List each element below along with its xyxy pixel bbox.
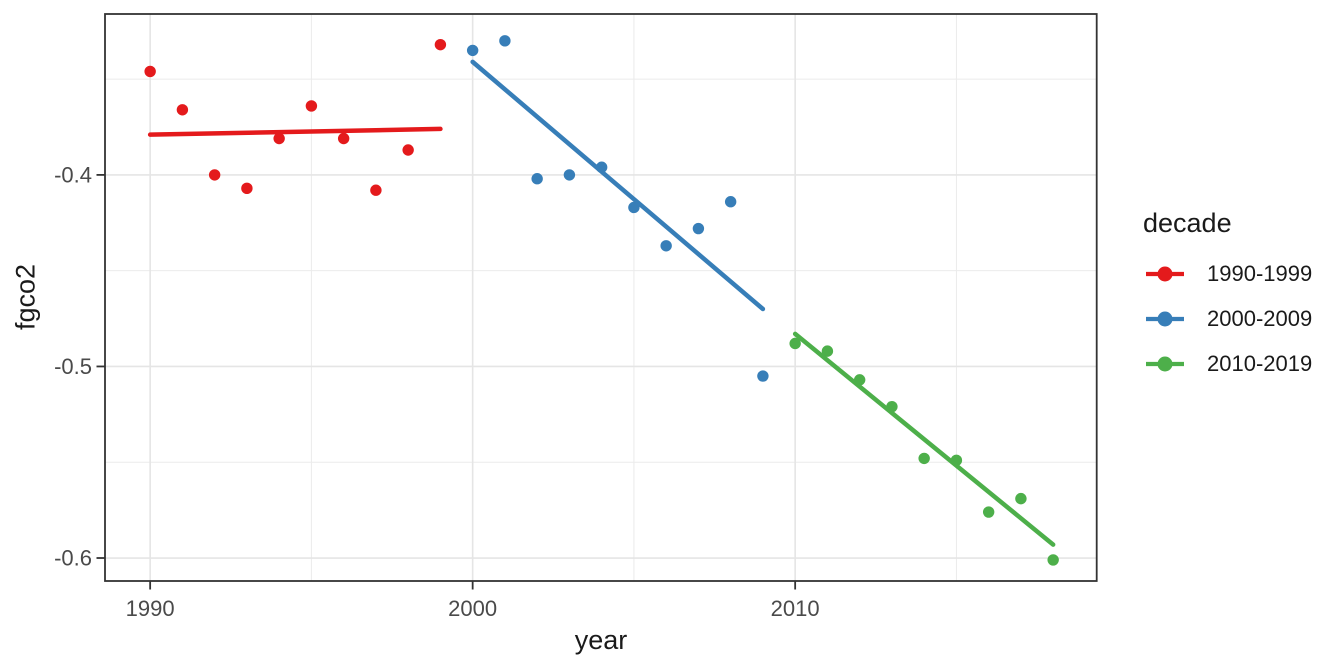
data-point-2000-2009 bbox=[757, 370, 769, 382]
trend-line-1990-1999 bbox=[147, 126, 443, 137]
y-tick-label: -0.5 bbox=[54, 354, 92, 379]
legend-entry-2000-2009: 2000-2009 bbox=[1143, 296, 1312, 341]
legend-key-line-dot-icon bbox=[1146, 356, 1184, 371]
legend-title: decade bbox=[1143, 208, 1232, 238]
data-point-2010-2019 bbox=[821, 345, 834, 357]
data-point-2010-2019 bbox=[1015, 492, 1027, 505]
legend-key-dot bbox=[1157, 311, 1173, 326]
data-point-1990-1999 bbox=[370, 184, 382, 196]
plot-panel bbox=[105, 14, 1097, 581]
legend-entry-1990-1999: 1990-1999 bbox=[1143, 251, 1312, 296]
legend-entry-label: 1990-1999 bbox=[1207, 260, 1313, 286]
data-point-1990-1999 bbox=[305, 100, 318, 112]
y-axis-title: fgco2 bbox=[10, 263, 41, 331]
data-point-1990-1999 bbox=[208, 169, 221, 181]
data-point-1990-1999 bbox=[337, 132, 350, 145]
legend-entries: 1990-1999 2000-2009 2010-2019 bbox=[1143, 251, 1312, 386]
data-point-2010-2019 bbox=[918, 452, 930, 465]
legend-entry-2010-2019: 2010-2019 bbox=[1143, 341, 1312, 386]
data-point-2000-2009 bbox=[692, 222, 705, 235]
legend-key-line-dot-icon bbox=[1146, 311, 1184, 326]
legend-entry-label: 2000-2009 bbox=[1207, 305, 1313, 331]
data-point-2000-2009 bbox=[724, 196, 737, 208]
x-axis-title: year bbox=[574, 625, 628, 655]
data-point-2000-2009 bbox=[563, 169, 576, 181]
data-point-2000-2009 bbox=[499, 35, 511, 47]
data-point-2000-2009 bbox=[660, 240, 672, 252]
x-tick-label: 1990 bbox=[126, 596, 175, 621]
legend-key-dot bbox=[1157, 266, 1173, 281]
data-point-1990-1999 bbox=[241, 182, 253, 195]
panel-border bbox=[104, 13, 1098, 582]
data-point-1990-1999 bbox=[402, 144, 414, 156]
legend-key-dot bbox=[1157, 356, 1173, 371]
data-point-1990-1999 bbox=[176, 104, 189, 116]
y-tick-label: -0.4 bbox=[54, 162, 92, 187]
data-point-2000-2009 bbox=[531, 173, 543, 185]
trend-line-2000-2009 bbox=[470, 59, 766, 312]
legend-key-line-dot-icon bbox=[1146, 266, 1184, 281]
data-point-2000-2009 bbox=[628, 201, 640, 214]
legend-entry-label: 2010-2019 bbox=[1207, 350, 1313, 376]
data-point-1990-1999 bbox=[273, 132, 285, 145]
data-point-2010-2019 bbox=[789, 337, 801, 350]
data-point-2000-2009 bbox=[466, 44, 479, 57]
x-tick-label: 2000 bbox=[448, 596, 497, 621]
data-point-2010-2019 bbox=[1047, 554, 1059, 566]
y-tick-label: -0.6 bbox=[54, 546, 92, 571]
trend-line-2010-2019 bbox=[792, 331, 1056, 547]
legend: decade 1990-1999 2000-2009 2010-2019 bbox=[1143, 210, 1312, 386]
x-tick-label: 2010 bbox=[771, 596, 820, 621]
data-point-1990-1999 bbox=[144, 65, 156, 78]
data-point-2010-2019 bbox=[982, 506, 995, 518]
data-point-1990-1999 bbox=[434, 38, 447, 51]
